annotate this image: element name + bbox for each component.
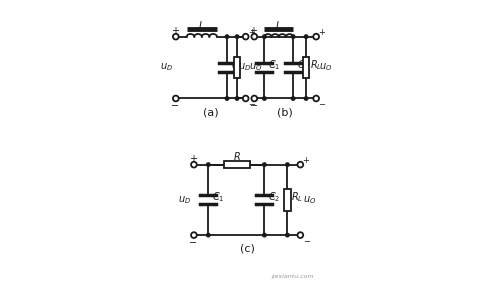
Text: $C_{2}$: $C_{2}$ [268, 190, 280, 204]
Text: +: + [171, 26, 179, 36]
Circle shape [226, 97, 228, 100]
Text: $R_{L}$: $R_{L}$ [291, 190, 303, 204]
Circle shape [191, 232, 197, 238]
Text: $R$: $R$ [233, 150, 241, 162]
Text: +: + [189, 154, 197, 164]
Text: $C_{2}$: $C_{2}$ [296, 58, 309, 72]
Text: $-$: $-$ [302, 235, 311, 244]
Circle shape [226, 35, 228, 38]
Circle shape [298, 232, 303, 238]
Circle shape [286, 163, 289, 166]
Circle shape [304, 35, 308, 38]
Circle shape [292, 97, 295, 100]
Text: +: + [250, 26, 258, 36]
Bar [224, 161, 250, 168]
Text: $C_{1}$: $C_{1}$ [268, 58, 280, 72]
Text: $R_{L}$: $R_{L}$ [310, 58, 322, 72]
Circle shape [206, 234, 210, 237]
Circle shape [314, 34, 319, 40]
Bar [303, 57, 309, 78]
Text: $u_{D}$: $u_{D}$ [178, 194, 191, 206]
Circle shape [173, 34, 178, 40]
Circle shape [298, 162, 303, 168]
Circle shape [206, 163, 210, 166]
Text: +: + [318, 28, 326, 37]
Text: $u_{O}$: $u_{O}$ [303, 194, 316, 206]
Bar [234, 57, 240, 78]
Circle shape [304, 97, 308, 100]
Circle shape [262, 234, 266, 237]
Circle shape [314, 96, 319, 101]
Circle shape [173, 96, 178, 101]
Text: $u_{O}$: $u_{O}$ [248, 62, 262, 73]
Text: +: + [302, 156, 310, 165]
Text: $-$: $-$ [188, 236, 198, 246]
Text: +: + [248, 28, 255, 37]
Circle shape [243, 96, 248, 101]
Text: $C_{1}$: $C_{1}$ [212, 190, 224, 204]
Text: $L$: $L$ [276, 19, 282, 31]
Text: (b): (b) [278, 107, 293, 117]
Circle shape [252, 34, 257, 40]
Text: (c): (c) [240, 244, 254, 254]
Circle shape [236, 35, 239, 38]
Circle shape [236, 97, 239, 100]
Text: $-$: $-$ [248, 98, 256, 107]
Circle shape [262, 35, 266, 38]
Circle shape [262, 97, 266, 100]
Text: $-$: $-$ [318, 98, 326, 107]
Text: jiexiantu.com: jiexiantu.com [272, 274, 314, 279]
Text: $u_{D}$: $u_{D}$ [238, 62, 252, 73]
Text: $-$: $-$ [170, 99, 179, 109]
Circle shape [286, 234, 289, 237]
Circle shape [262, 163, 266, 166]
Circle shape [252, 96, 257, 101]
Text: $C$: $C$ [232, 59, 240, 71]
Circle shape [243, 34, 248, 40]
Text: $u_{D}$: $u_{D}$ [160, 62, 173, 73]
Text: $u_{O}$: $u_{O}$ [319, 62, 332, 73]
Circle shape [191, 162, 197, 168]
Circle shape [292, 35, 295, 38]
Text: $-$: $-$ [249, 99, 258, 109]
Text: (a): (a) [203, 107, 218, 117]
Text: $L$: $L$ [198, 19, 205, 31]
Bar [284, 189, 290, 211]
